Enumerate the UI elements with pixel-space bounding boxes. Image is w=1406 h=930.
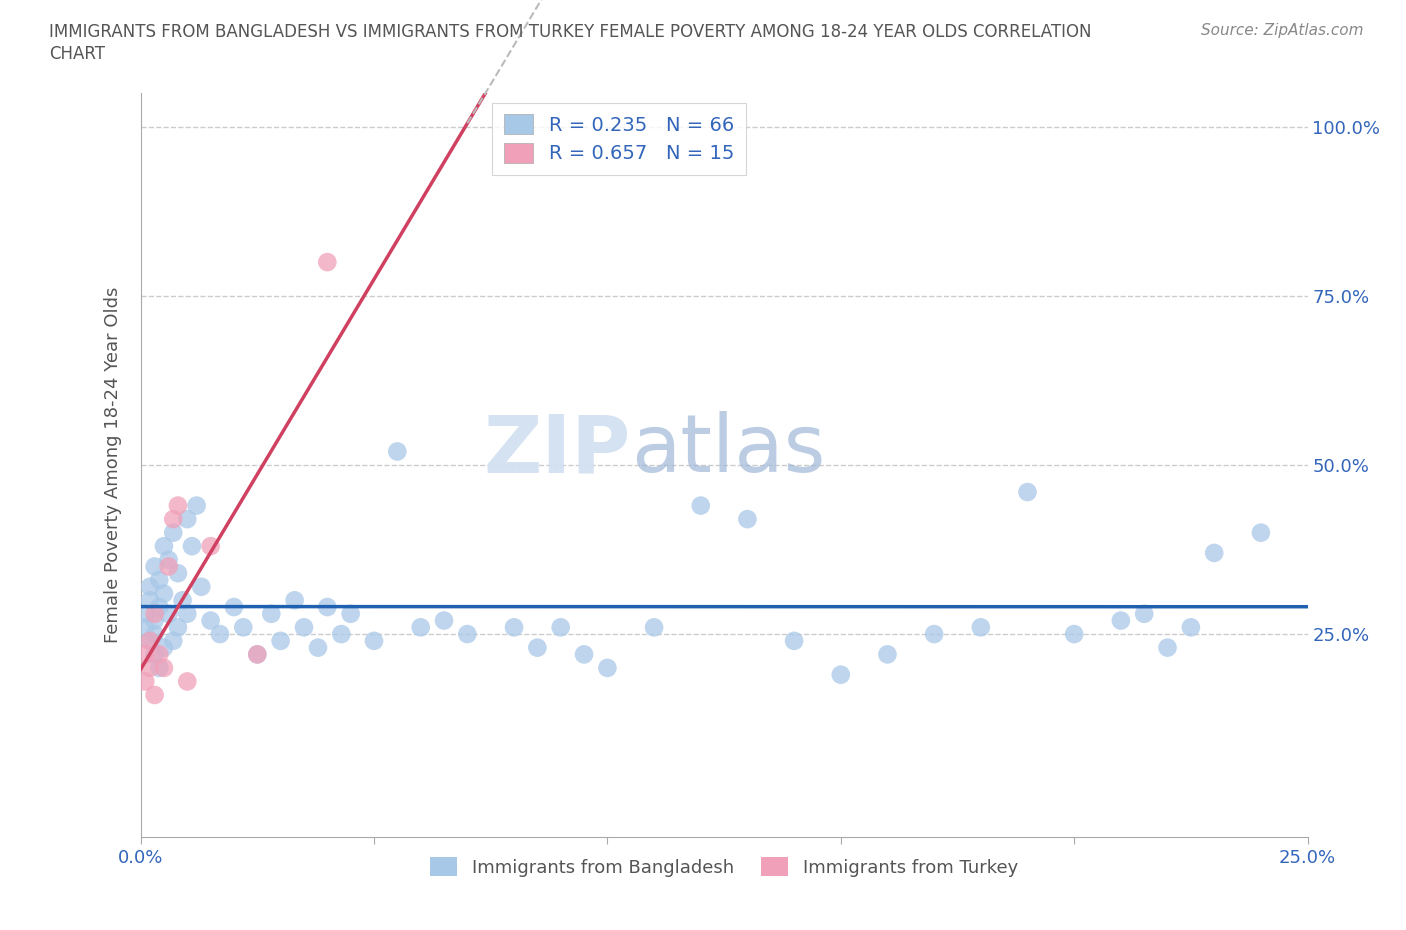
Point (143, 627, 166, 642)
Point (148, 573, 170, 588)
Point (456, 627, 478, 642)
Point (284, 592, 307, 607)
Point (167, 498, 190, 513)
Point (689, 498, 711, 513)
Point (208, 627, 231, 642)
Point (316, 255, 339, 270)
Point (1156, 640, 1178, 655)
Point (157, 552, 180, 567)
Point (148, 660, 170, 675)
Point (246, 647, 269, 662)
Point (200, 538, 222, 553)
Text: Source: ZipAtlas.com: Source: ZipAtlas.com (1201, 23, 1364, 38)
Point (139, 633, 162, 648)
Point (550, 620, 572, 635)
Point (162, 512, 184, 526)
Point (139, 592, 162, 607)
Point (1180, 620, 1202, 635)
Point (330, 627, 353, 642)
Point (1204, 546, 1226, 561)
Point (526, 640, 548, 655)
Point (176, 674, 198, 689)
Point (1109, 613, 1132, 628)
Point (134, 620, 156, 635)
Point (922, 627, 945, 642)
Point (167, 565, 190, 580)
Point (200, 613, 222, 628)
Text: IMMIGRANTS FROM BANGLADESH VS IMMIGRANTS FROM TURKEY FEMALE POVERTY AMONG 18-24 : IMMIGRANTS FROM BANGLADESH VS IMMIGRANTS… (49, 23, 1091, 41)
Point (876, 647, 898, 662)
Point (153, 640, 176, 655)
Text: ZIP: ZIP (484, 411, 631, 489)
Text: CHART: CHART (49, 45, 105, 62)
Point (167, 620, 190, 635)
Point (260, 606, 283, 621)
Point (783, 633, 806, 648)
Point (143, 559, 166, 574)
Point (387, 444, 409, 458)
Point (270, 633, 292, 648)
Point (186, 498, 208, 513)
Point (162, 525, 184, 540)
Point (1133, 606, 1156, 621)
Y-axis label: Female Poverty Among 18-24 Year Olds: Female Poverty Among 18-24 Year Olds (104, 286, 122, 644)
Point (134, 647, 156, 662)
Point (222, 600, 245, 615)
Point (153, 660, 176, 675)
Point (139, 660, 162, 675)
Point (148, 647, 170, 662)
Point (316, 600, 339, 615)
Text: atlas: atlas (631, 411, 825, 489)
Point (139, 633, 162, 648)
Point (737, 512, 759, 526)
Point (172, 592, 194, 607)
Point (190, 579, 212, 594)
Point (232, 620, 254, 635)
Point (363, 633, 385, 648)
Point (970, 620, 993, 635)
Point (503, 620, 526, 635)
Point (246, 647, 269, 662)
Point (134, 674, 156, 689)
Point (176, 606, 198, 621)
Point (162, 633, 184, 648)
Point (153, 538, 176, 553)
Point (148, 600, 170, 615)
Point (1250, 525, 1272, 540)
Point (181, 538, 204, 553)
Point (176, 512, 198, 526)
Point (143, 687, 166, 702)
Point (292, 620, 315, 635)
Point (143, 613, 166, 628)
Point (143, 647, 166, 662)
Point (134, 606, 156, 621)
Point (1017, 485, 1039, 499)
Point (572, 647, 595, 662)
Point (830, 667, 852, 682)
Point (157, 606, 180, 621)
Point (339, 606, 361, 621)
Point (433, 613, 456, 628)
Point (139, 579, 162, 594)
Point (157, 559, 180, 574)
Point (153, 586, 176, 601)
Legend: Immigrants from Bangladesh, Immigrants from Turkey: Immigrants from Bangladesh, Immigrants f… (423, 850, 1025, 883)
Point (643, 620, 665, 635)
Point (143, 606, 166, 621)
Point (1063, 627, 1085, 642)
Point (409, 620, 432, 635)
Point (596, 660, 619, 675)
Point (307, 640, 329, 655)
